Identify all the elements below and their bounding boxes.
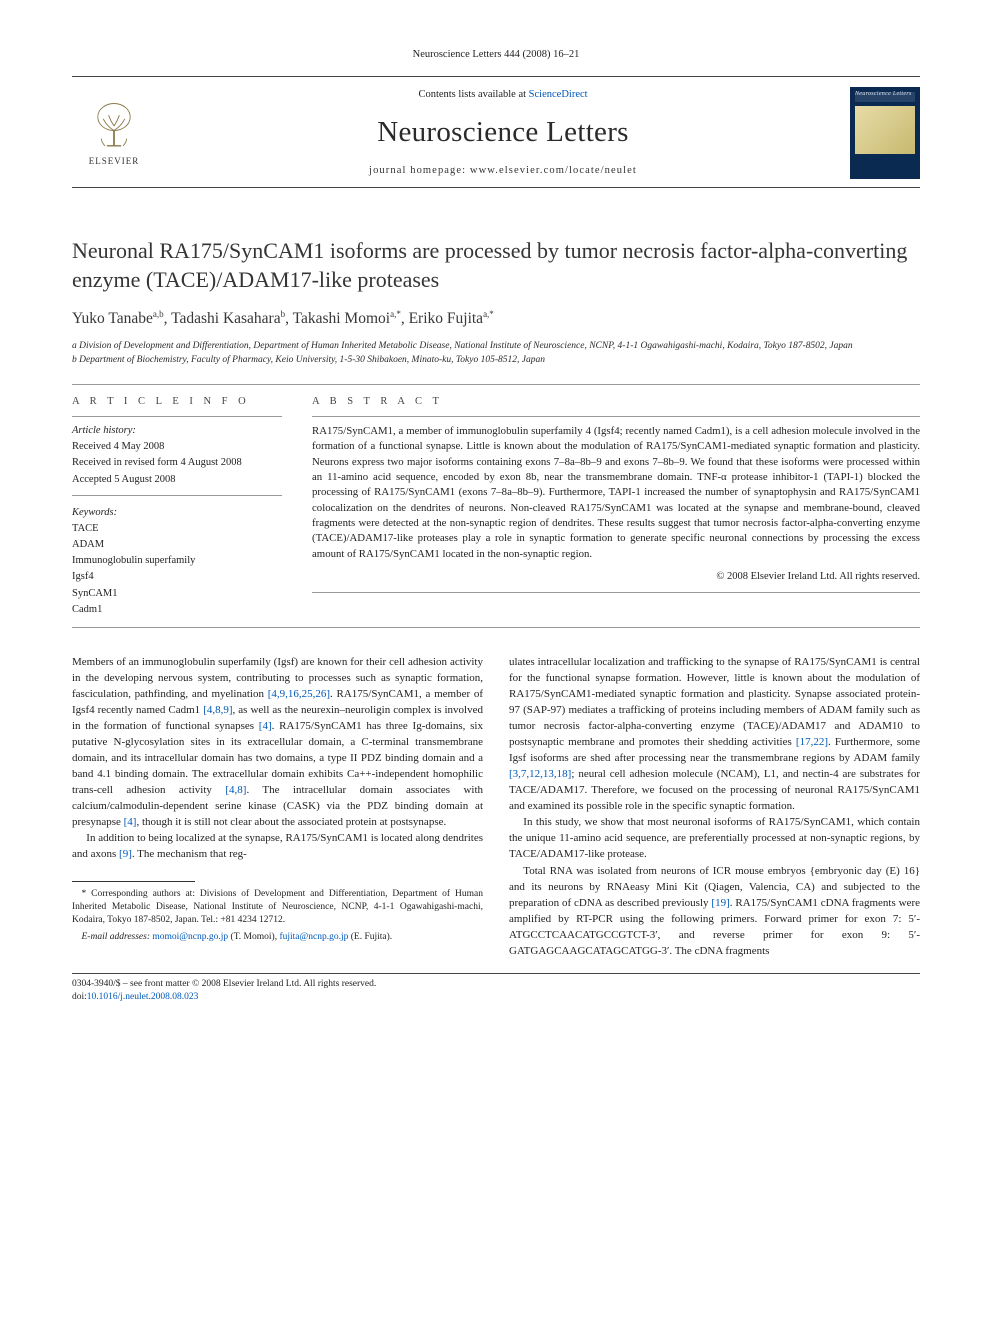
keyword: ADAM: [72, 538, 282, 552]
history-revised: Received in revised form 4 August 2008: [72, 456, 282, 470]
article-info-column: A R T I C L E I N F O Article history: R…: [72, 395, 282, 617]
contents-line: Contents lists available at ScienceDirec…: [156, 88, 850, 102]
citation-link[interactable]: [4,8,9]: [203, 704, 232, 716]
abstract-copyright: © 2008 Elsevier Ireland Ltd. All rights …: [312, 570, 920, 584]
footnote-rule: [72, 881, 195, 882]
body-paragraph: Total RNA was isolated from neurons of I…: [509, 863, 920, 959]
body-paragraph: In addition to being localized at the sy…: [72, 830, 483, 862]
running-head: Neuroscience Letters 444 (2008) 16–21: [72, 48, 920, 62]
doi-label: doi:: [72, 992, 87, 1002]
email-who: (T. Momoi),: [228, 932, 279, 942]
affiliation-a: a Division of Development and Differenti…: [72, 340, 920, 354]
abstract-column: A B S T R A C T RA175/SynCAM1, a member …: [312, 395, 920, 617]
issn-copyright: 0304-3940/$ – see front matter © 2008 El…: [72, 978, 920, 991]
doi-link[interactable]: 10.1016/j.neulet.2008.08.023: [87, 992, 199, 1002]
abstract-text: RA175/SynCAM1, a member of immunoglobuli…: [312, 417, 920, 562]
abstract-heading: A B S T R A C T: [312, 395, 920, 409]
masthead: ELSEVIER Contents lists available at Sci…: [72, 76, 920, 188]
keyword: Cadm1: [72, 603, 282, 617]
affiliation-b: b Department of Biochemistry, Faculty of…: [72, 354, 920, 368]
elsevier-tree-icon: [87, 99, 141, 153]
email-footnote: E-mail addresses: momoi@ncnp.go.jp (T. M…: [72, 931, 483, 944]
keyword: SynCAM1: [72, 587, 282, 601]
article-info-heading: A R T I C L E I N F O: [72, 395, 282, 409]
sciencedirect-link[interactable]: ScienceDirect: [529, 89, 588, 100]
citation-link[interactable]: [4]: [124, 816, 137, 828]
citation-link[interactable]: [9]: [119, 848, 132, 860]
divider: [312, 592, 920, 593]
history-received: Received 4 May 2008: [72, 440, 282, 454]
divider: [72, 384, 920, 385]
citation-link[interactable]: [4,9,16,25,26]: [268, 688, 330, 700]
citation-link[interactable]: [19]: [711, 897, 729, 909]
keyword: Igsf4: [72, 570, 282, 584]
corresponding-footnote: * Corresponding authors at: Divisions of…: [72, 888, 483, 928]
body-paragraph: ulates intracellular localization and tr…: [509, 654, 920, 814]
journal-cover-thumbnail: Neuroscience Letters: [850, 87, 920, 179]
email-label: E-mail addresses:: [82, 932, 153, 942]
history-label: Article history:: [72, 424, 282, 438]
email-link[interactable]: momoi@ncnp.go.jp: [152, 932, 228, 942]
email-who: (E. Fujita).: [348, 932, 392, 942]
footnotes: * Corresponding authors at: Divisions of…: [72, 888, 483, 945]
keywords-label: Keywords:: [72, 506, 282, 520]
keyword: Immunoglobulin superfamily: [72, 554, 282, 568]
divider: [72, 627, 920, 628]
history-accepted: Accepted 5 August 2008: [72, 473, 282, 487]
body-paragraph: Members of an immunoglobulin superfamily…: [72, 654, 483, 831]
journal-name: Neuroscience Letters: [156, 113, 850, 152]
author-list: Yuko Tanabea,b, Tadashi Kasaharab, Takas…: [72, 308, 920, 330]
body-paragraph: In this study, we show that most neurona…: [509, 814, 920, 862]
front-matter-footer: 0304-3940/$ – see front matter © 2008 El…: [72, 978, 920, 1005]
citation-link[interactable]: [3,7,12,13,18]: [509, 768, 571, 780]
article-title: Neuronal RA175/SynCAM1 isoforms are proc…: [72, 236, 920, 294]
elsevier-wordmark: ELSEVIER: [89, 155, 140, 167]
keyword: TACE: [72, 522, 282, 536]
citation-link[interactable]: [4]: [259, 720, 272, 732]
citation-link[interactable]: [17,22]: [796, 736, 828, 748]
elsevier-logo: ELSEVIER: [72, 99, 156, 167]
affiliations: a Division of Development and Differenti…: [72, 340, 920, 368]
journal-homepage: journal homepage: www.elsevier.com/locat…: [156, 164, 850, 178]
divider: [72, 973, 920, 974]
citation-link[interactable]: [4,8]: [225, 784, 246, 796]
body-text: Members of an immunoglobulin superfamily…: [72, 654, 920, 959]
contents-prefix: Contents lists available at: [418, 89, 528, 100]
journal-cover-label: Neuroscience Letters: [855, 90, 915, 98]
email-link[interactable]: fujita@ncnp.go.jp: [279, 932, 348, 942]
